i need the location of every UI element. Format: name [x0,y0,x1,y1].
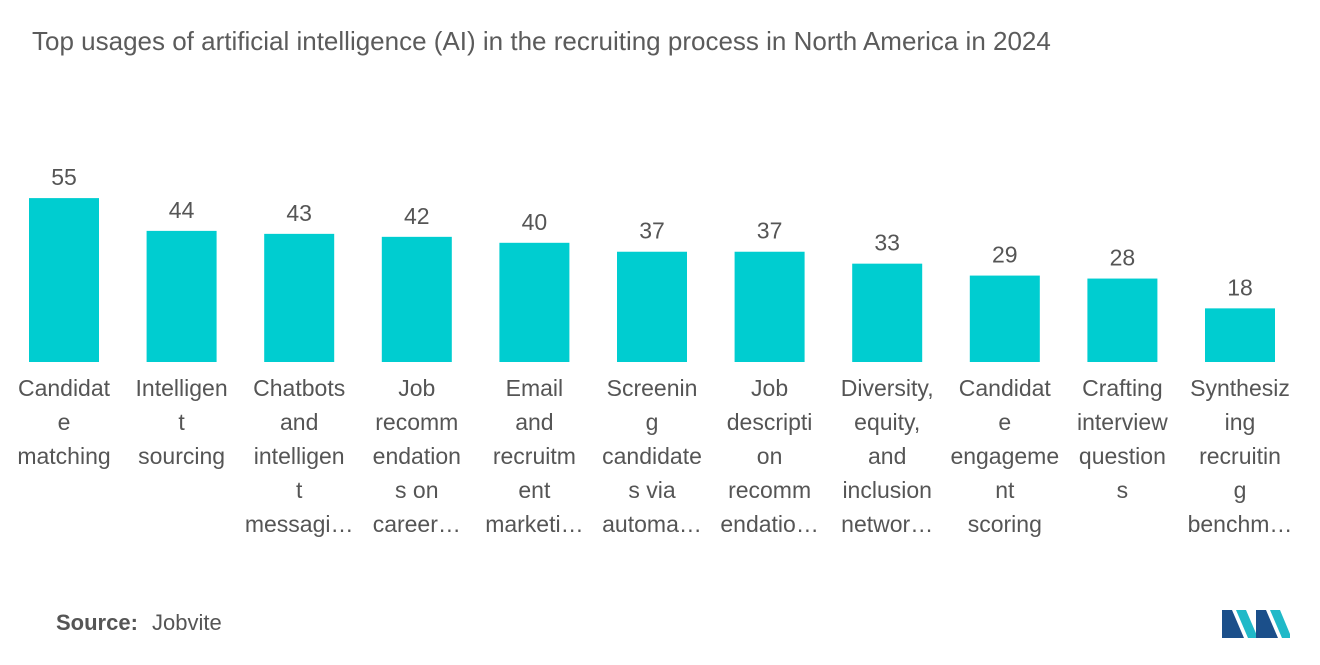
data-label-0: 55 [51,164,77,190]
category-label-3: Job recomm endation s on career… [359,371,475,541]
category-label-line: benchm… [1187,511,1293,537]
category-label-line: on [756,443,783,469]
bar-0 [29,198,99,362]
category-label-8: Candidat e engageme nt scoring [947,371,1063,541]
category-label-line: automa… [602,511,702,537]
bar-9 [1087,278,1158,362]
category-label-line: Diversity, [840,375,934,401]
category-label-line: sourcing [138,443,226,469]
category-label-line: ent [518,477,551,503]
category-label-line: ing [1224,409,1256,435]
data-label-3: 42 [404,203,430,229]
category-label-5: Screenin g candidate s via automa… [594,371,710,541]
source-label: Source: [56,610,138,635]
category-label-line: scoring [967,511,1042,537]
category-label-line: Job [398,375,436,401]
category-label-line: Job [751,375,789,401]
category-label-line: endatio… [720,511,819,537]
category-label-line: matching [17,443,111,469]
category-label-line: Chatbots [253,375,346,401]
category-label-line: career… [372,511,461,537]
category-label-line: recruitin [1199,443,1281,469]
category-label-9: Crafting interview question s [1064,371,1180,507]
category-label-line: and [280,409,319,435]
category-label-line: g [1233,477,1247,503]
category-label-line: endation [372,443,461,469]
category-label-line: t [295,477,303,503]
category-label-line: t [178,409,185,435]
bar-5 [617,251,687,362]
data-label-2: 43 [286,200,312,226]
data-label-8: 29 [992,242,1018,268]
category-label-line: intelligen [253,443,345,469]
category-label-line: e [57,409,71,435]
category-label-10: Synthesiz ing recruitin g benchm… [1182,371,1298,541]
category-label-line: interview [1077,409,1168,435]
bar-10 [1205,308,1275,362]
data-label-7: 33 [874,230,900,256]
category-label-line: Screenin [606,375,698,401]
source-note: Source: Jobvite [56,610,222,636]
source-value: Jobvite [152,610,222,635]
category-label-line: recomm [728,477,812,503]
bar-3 [381,236,452,362]
category-label-line: e [998,409,1012,435]
brand-logo-icon [1222,610,1290,638]
category-label-line: and [868,443,907,469]
category-label-line: s on [395,477,439,503]
category-label-line: g [645,409,659,435]
category-label-line: recomm [375,409,459,435]
data-label-5: 37 [639,218,665,244]
category-label-line: nt [995,477,1015,503]
data-label-9: 28 [1110,245,1136,271]
data-label-4: 40 [522,209,548,235]
category-label-line: Candidat [17,375,111,401]
chart-title: Top usages of artificial intelligence (A… [32,26,1051,56]
data-label-1: 44 [169,197,195,223]
category-label-line: equity, [854,409,921,435]
bar-1 [146,230,217,362]
category-label-line: marketi… [485,511,584,537]
category-label-line: Crafting [1082,375,1163,401]
category-label-line: messagi… [244,511,354,537]
bar-2 [264,233,335,362]
category-label-line: s via [628,477,676,503]
category-label-line: networ… [841,511,934,537]
category-label-line: and [515,409,554,435]
category-label-7: Diversity, equity, and inclusion networ… [829,371,945,541]
category-label-line: candidate [602,443,702,469]
category-label-line: Candidat [958,375,1051,401]
category-label-2: Chatbots and intelligen t messagi… [241,371,357,541]
category-label-line: recruitm [492,443,576,469]
data-label-6: 37 [757,218,783,244]
category-label-line: Intelligen [135,375,228,401]
category-label-0: Candidat e matching [6,371,122,473]
bar-chart: 55 44 43 42 40 37 37 33 29 28 18 [29,164,1275,362]
category-label-line: s [1116,477,1129,503]
data-label-10: 18 [1227,274,1253,300]
category-label-line: question [1078,443,1166,469]
bar-7 [852,263,923,362]
category-label-6: Job descripti on recomm endatio… [712,371,828,541]
category-label-line: Email [505,375,564,401]
bar-6 [734,251,805,362]
category-label-line: Synthesiz [1190,375,1290,401]
category-label-line: engageme [950,443,1060,469]
category-label-line: descripti [726,409,813,435]
bar-4 [499,242,570,362]
category-label-1: Intelligen t sourcing [124,371,240,473]
category-label-4: Email and recruitm ent marketi… [476,371,592,541]
category-label-line: inclusion [842,477,932,503]
bar-8 [969,275,1040,362]
